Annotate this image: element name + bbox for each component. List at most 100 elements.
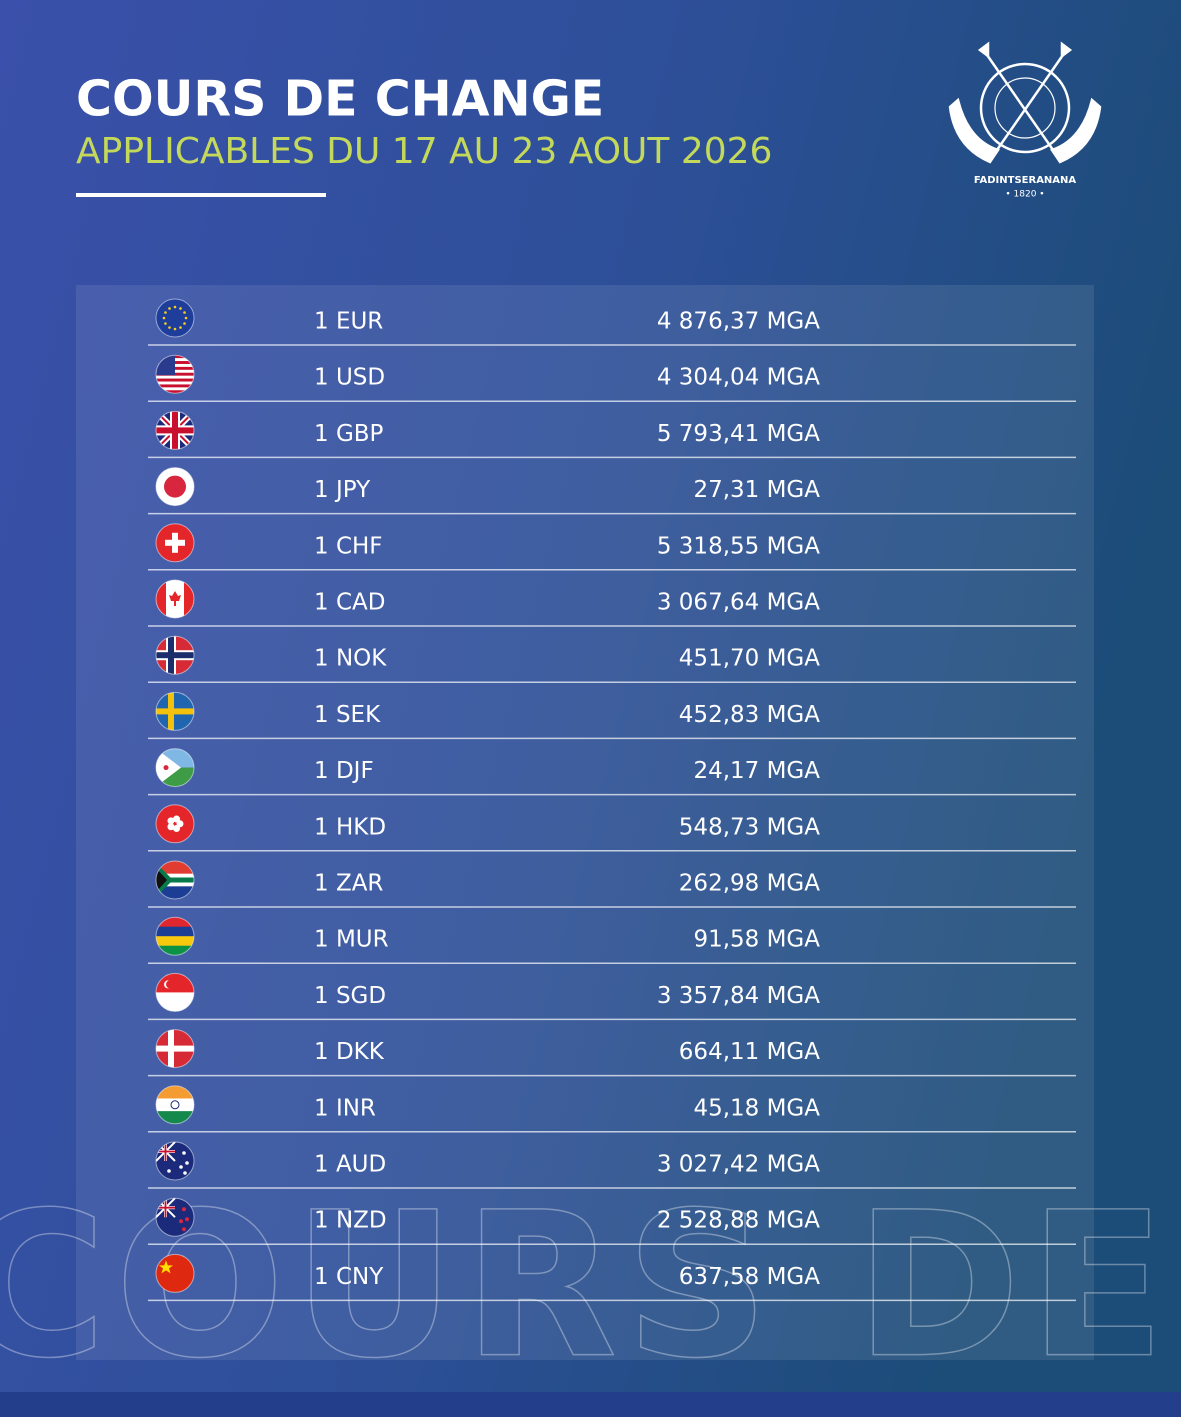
title: COURS DE CHANGE — [76, 71, 604, 128]
flag-part — [156, 387, 194, 391]
flag-part — [179, 307, 182, 310]
flag-part — [179, 1219, 183, 1224]
flag-part — [182, 1207, 186, 1212]
rate: 451,70 MGA — [679, 646, 820, 672]
flag-part — [164, 322, 167, 325]
currency: 1 DKK — [314, 1039, 385, 1065]
flag-icon — [156, 748, 194, 787]
flag-part — [156, 868, 167, 892]
flag-part — [179, 1165, 183, 1169]
table-row: 1 USD 4 304,04 MGA — [148, 354, 1076, 402]
flag-part — [162, 316, 166, 320]
flag-part — [156, 390, 194, 394]
rate: 4 876,37 MGA — [657, 309, 820, 335]
table-row: 1 GBP 5 793,41 MGA — [148, 410, 1076, 459]
flag-outline — [155, 691, 195, 731]
flag-icon — [156, 299, 194, 337]
rate: 27,31 MGA — [693, 477, 820, 503]
flag-part — [156, 1254, 194, 1293]
flag-part — [172, 411, 178, 450]
flag-icon — [156, 1085, 194, 1124]
flag-part — [173, 825, 181, 833]
flag-part — [156, 992, 194, 1012]
rate: 3 357,84 MGA — [657, 983, 820, 1009]
flag-part — [156, 945, 194, 956]
table-row: 1 EUR 4 876,37 MGA — [148, 298, 1076, 346]
flag-part — [183, 311, 186, 314]
currency: 1 MUR — [314, 927, 389, 953]
flag-part — [182, 1227, 186, 1232]
flag-part — [170, 1100, 180, 1110]
flag-outline — [155, 579, 195, 619]
flag-part — [156, 804, 194, 843]
table-row: 1 CAD 3 067,64 MGA — [148, 579, 1076, 627]
table-row: 1 CHF 5 318,55 MGA — [148, 523, 1076, 571]
flag-outline — [155, 523, 195, 563]
flag-outline — [155, 916, 195, 956]
table-row: 1 DKK 664,11 MGA — [148, 1029, 1076, 1077]
table-row: 1 DJF 24,17 MGA — [148, 748, 1076, 796]
table-row: 1 MUR 91,58 MGA — [148, 916, 1076, 964]
flag-part — [156, 861, 194, 875]
flag-part — [166, 980, 174, 989]
flag-icon — [156, 636, 194, 675]
flag-part — [179, 326, 182, 329]
table-row: 1 NOK 451,70 MGA — [148, 635, 1076, 683]
currency: 1 SGD — [314, 983, 386, 1009]
table-row: 1 NZD 2 528,88 MGA — [148, 1197, 1076, 1245]
rate: 91,58 MGA — [693, 927, 820, 953]
flag-part — [156, 886, 194, 899]
flag-icon — [156, 355, 194, 394]
table-row: 1 JPY 27,31 MGA — [148, 467, 1076, 515]
flag-part — [156, 299, 194, 337]
flag-outline — [155, 1197, 195, 1237]
flag-part — [169, 591, 181, 606]
flag-part — [156, 652, 194, 659]
flag-icon — [156, 973, 194, 1012]
currency: 1 CHF — [314, 533, 383, 559]
currency: 1 NOK — [314, 646, 387, 672]
logo — [948, 41, 1102, 164]
table-row: 1 CNY 637,58 MGA — [148, 1253, 1076, 1302]
flag-part — [156, 708, 194, 715]
flag-part — [156, 973, 194, 993]
flag-part — [156, 1085, 194, 1099]
flag-part — [184, 316, 188, 320]
flag-icon — [156, 467, 194, 506]
rate: 637,58 MGA — [679, 1264, 820, 1290]
flag-icon — [156, 861, 194, 899]
rate: 4 304,04 MGA — [657, 365, 820, 391]
flag-icon — [156, 523, 194, 562]
table-row: 1 SEK 452,83 MGA — [148, 691, 1076, 740]
rate: 5 318,55 MGA — [657, 533, 820, 559]
flag-outline — [155, 804, 195, 844]
flag-part — [156, 1098, 194, 1112]
flag-part — [156, 384, 194, 388]
flag-part — [163, 765, 169, 771]
logo-name: FADINTSERANANA — [974, 175, 1077, 186]
flag-icon — [156, 692, 194, 731]
table-row: 1 AUD 3 027,42 MGA — [148, 1141, 1076, 1189]
currency: 1 USD — [314, 365, 385, 391]
flag-part — [156, 917, 194, 928]
flag-part — [173, 327, 177, 331]
watermark: COURS DE CHANGE — [0, 1170, 1181, 1403]
currency: 1 EUR — [314, 309, 383, 335]
flag-part — [156, 381, 194, 385]
flag-part — [156, 378, 194, 382]
table-row: 1 INR 45,18 MGA — [148, 1085, 1076, 1133]
rate: 24,17 MGA — [693, 758, 820, 784]
flag-part — [164, 311, 167, 314]
currency: 1 CAD — [314, 590, 385, 616]
flag-part — [156, 580, 166, 618]
flag-part — [164, 1142, 167, 1161]
table-row: 1 SGD 3 357,84 MGA — [148, 972, 1076, 1021]
currency: 1 JPY — [314, 477, 371, 503]
flag-part — [159, 1260, 173, 1274]
flag-icon — [156, 917, 194, 956]
flag-outline — [155, 298, 195, 338]
flag-part — [167, 1169, 171, 1173]
flag-icon — [156, 1254, 194, 1293]
